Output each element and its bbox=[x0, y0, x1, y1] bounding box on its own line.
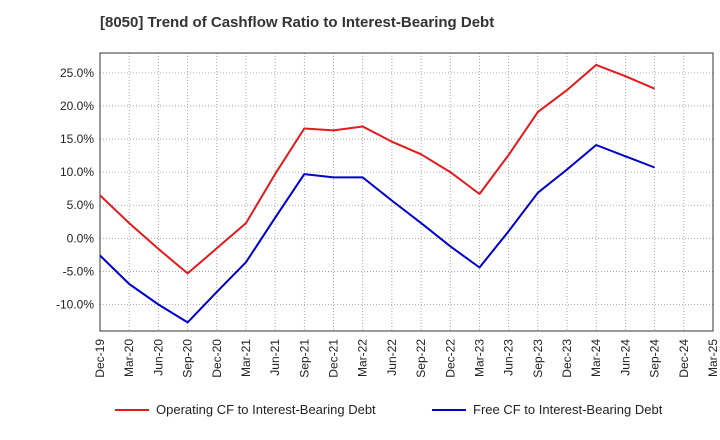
x-tick-label: Mar-22 bbox=[356, 339, 370, 377]
y-tick-label: -10.0% bbox=[56, 298, 94, 312]
x-tick-label: Dec-19 bbox=[93, 339, 107, 378]
y-tick-label: 0.0% bbox=[67, 231, 95, 245]
x-tick-label: Mar-23 bbox=[472, 339, 486, 377]
y-tick-label: -5.0% bbox=[63, 264, 95, 278]
series-line-1 bbox=[99, 63, 655, 275]
x-tick-label: Jun-23 bbox=[502, 339, 516, 376]
x-tick-label: Sep-23 bbox=[531, 339, 545, 378]
x-tick-label: Sep-22 bbox=[414, 339, 428, 378]
chart-title: [8050] Trend of Cashflow Ratio to Intere… bbox=[100, 14, 495, 31]
legend-label-1: Operating CF to Interest-Bearing Debt bbox=[156, 402, 376, 417]
x-tick-label: Jun-24 bbox=[618, 339, 632, 376]
x-tick-label: Dec-20 bbox=[210, 339, 224, 378]
x-tick-label: Jun-22 bbox=[385, 339, 399, 376]
x-tick-label: Jun-20 bbox=[151, 339, 165, 376]
plot-area bbox=[99, 52, 714, 332]
y-tick-label: 25.0% bbox=[60, 66, 94, 80]
x-tick-label: Sep-20 bbox=[181, 339, 195, 378]
grid-lines bbox=[99, 53, 714, 331]
x-tick-label: Mar-25 bbox=[706, 339, 720, 377]
series-line-2 bbox=[99, 144, 655, 324]
x-tick-label: Mar-20 bbox=[122, 339, 136, 377]
x-tick-label: Sep-21 bbox=[297, 339, 311, 378]
x-tick-label: Sep-24 bbox=[648, 339, 662, 378]
x-tick-label: Mar-24 bbox=[589, 339, 603, 377]
y-tick-label: 10.0% bbox=[60, 165, 94, 179]
y-tick-label: 20.0% bbox=[60, 99, 94, 113]
x-tick-label: Mar-21 bbox=[239, 339, 253, 377]
x-tick-label: Dec-21 bbox=[327, 339, 341, 378]
x-tick-label: Dec-22 bbox=[443, 339, 457, 378]
legend: Operating CF to Interest-Bearing Debt Fre… bbox=[115, 402, 663, 417]
x-tick-label: Jun-21 bbox=[268, 339, 282, 376]
x-tick-label: Dec-23 bbox=[560, 339, 574, 378]
x-tick-label: Dec-24 bbox=[677, 339, 691, 378]
y-tick-label: 15.0% bbox=[60, 132, 94, 146]
y-tick-label: 5.0% bbox=[67, 198, 95, 212]
legend-label-2: Free CF to Interest-Bearing Debt bbox=[473, 402, 663, 417]
